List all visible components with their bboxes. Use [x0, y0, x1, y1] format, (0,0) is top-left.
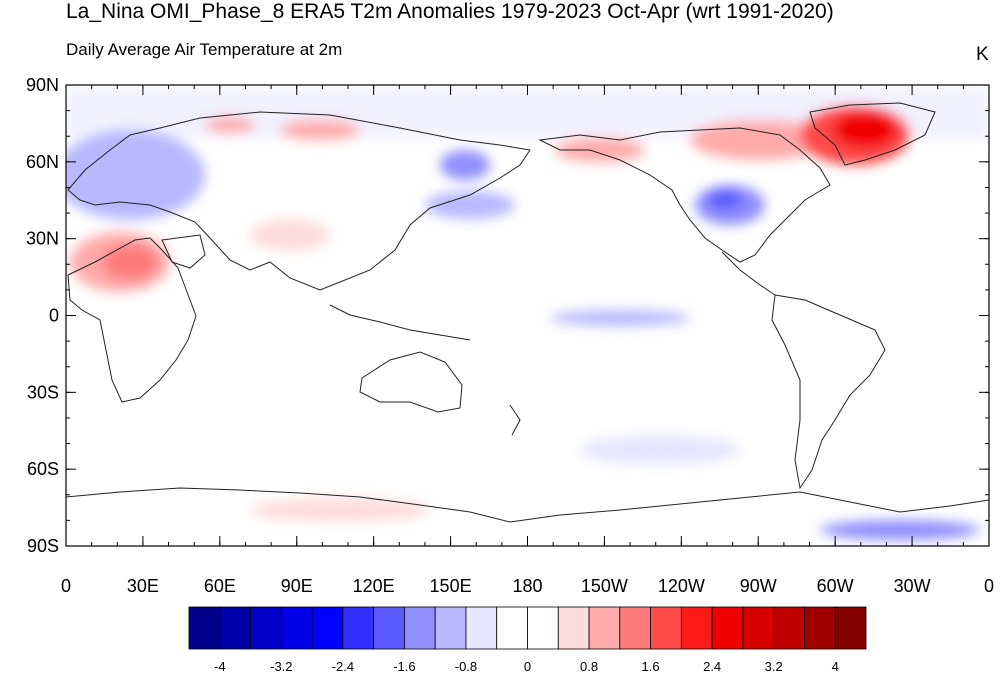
- colorbar-swatch: [219, 606, 251, 650]
- lon-label: 120E: [353, 576, 395, 596]
- arabia-coastline: [161, 234, 206, 269]
- anomaly-us-cold-core: [707, 190, 743, 210]
- lat-label: 60S: [27, 459, 59, 479]
- colorbar-swatch: [527, 606, 559, 650]
- anomaly-siberia-warm: [280, 120, 360, 140]
- lon-label: 30E: [127, 576, 159, 596]
- colorbar-label: 0: [524, 659, 531, 674]
- indonesia-coastline: [329, 304, 471, 341]
- lat-label: 60N: [26, 152, 59, 172]
- colorbar-label: 2.4: [703, 659, 721, 674]
- anomaly-europe-cold-outer: [66, 130, 205, 220]
- lat-label: 90S: [27, 536, 59, 556]
- lon-label: 30W: [894, 576, 931, 596]
- map-subtitle: Daily Average Air Temperature at 2m: [66, 40, 343, 59]
- anomaly-canada-warm-outer: [690, 120, 830, 160]
- antarctica-coastline: [66, 487, 989, 523]
- lon-label: 0: [984, 576, 994, 596]
- colorbar-swatch: [711, 606, 744, 650]
- anomaly-scandinavia-warm: [205, 117, 255, 133]
- anomaly-tibet-warm: [250, 219, 330, 251]
- north-america-coastline: [538, 127, 831, 263]
- colorbar-swatch: [742, 606, 775, 650]
- colorbar-swatch: [342, 606, 375, 650]
- lon-label: 90W: [740, 576, 777, 596]
- lon-label: 120W: [658, 576, 705, 596]
- colorbar-swatch: [557, 606, 590, 650]
- lon-label: 150E: [430, 576, 472, 596]
- anomaly-antarctic-cold: [820, 520, 980, 540]
- colorbar: [188, 606, 867, 650]
- longitude-labels: 0 30E 60E 90E 120E 150E 180 150W 120W 90W 60W 30W 0: [61, 576, 994, 596]
- lon-label: 180: [512, 576, 542, 596]
- new-zealand-coastline: [509, 404, 521, 436]
- colorbar-label: -3.2: [270, 659, 292, 674]
- colorbar-swatch: [188, 606, 221, 650]
- anomaly-sahara-warm-core: [102, 244, 158, 280]
- colorbar-swatch: [434, 606, 467, 650]
- lon-label: 60W: [817, 576, 854, 596]
- anomaly-south-pacific-cold: [580, 435, 740, 465]
- colorbar-swatch: [619, 606, 651, 650]
- eurasia-coastline: [67, 111, 531, 291]
- colorbar-label: 4: [832, 659, 839, 674]
- anomaly-east-asia-cold: [440, 150, 490, 180]
- central-america-coastline: [721, 251, 776, 296]
- anomaly-layer: [66, 88, 989, 540]
- lat-label: 30N: [26, 229, 59, 249]
- map-area: [66, 85, 989, 546]
- colorbar-label: -4: [214, 659, 226, 674]
- colorbar-label: -1.6: [393, 659, 415, 674]
- colorbar-swatch: [280, 606, 313, 650]
- lon-label: 90E: [281, 576, 313, 596]
- anomaly-north-pacific-cold: [425, 191, 515, 219]
- lat-label: 0: [49, 306, 59, 326]
- colorbar-swatch: [311, 606, 344, 650]
- africa-coastline: [67, 237, 197, 403]
- colorbar-swatch: [834, 606, 867, 650]
- colorbar-swatch: [773, 606, 805, 650]
- colorbar-label: 3.2: [765, 659, 783, 674]
- colorbar-swatch: [373, 606, 405, 650]
- colorbar-label: 1.6: [642, 659, 660, 674]
- colorbar-label: 0.8: [580, 659, 598, 674]
- colorbar-swatch: [496, 606, 528, 650]
- lon-label: 0: [61, 576, 71, 596]
- lon-label: 60E: [204, 576, 236, 596]
- colorbar-swatch: [650, 606, 682, 650]
- colorbar-label: -0.8: [455, 659, 477, 674]
- australia-coastline: [359, 351, 463, 413]
- colorbar-swatch: [465, 606, 498, 650]
- map-title: La_Nina OMI_Phase_8 ERA5 T2m Anomalies 1…: [66, 0, 834, 23]
- anomaly-equatorial-pacific-cold: [550, 310, 690, 326]
- coastlines: [66, 102, 989, 523]
- colorbar-labels: -4 -3.2 -2.4 -1.6 -0.8 0 0.8 1.6 2.4 3.2 4: [214, 659, 839, 674]
- colorbar-swatch: [804, 606, 836, 650]
- anomaly-alaska-warm: [555, 138, 645, 162]
- south-america-coastline: [771, 294, 886, 490]
- greenland-coastline: [809, 102, 936, 166]
- colorbar-swatch: [250, 606, 282, 650]
- anomaly-greenland-warm-core: [833, 112, 897, 148]
- colorbar-swatch: [404, 606, 436, 650]
- colorbar-swatch: [588, 606, 621, 650]
- lat-label: 90N: [26, 75, 59, 95]
- colorbar-label: -2.4: [332, 659, 354, 674]
- lon-label: 150W: [581, 576, 628, 596]
- colorbar-swatch: [680, 606, 713, 650]
- anomaly-southern-ocean-warm: [250, 498, 430, 522]
- lat-label: 30S: [27, 382, 59, 402]
- latitude-labels: 90N 60N 30N 0 30S 60S 90S: [26, 75, 59, 556]
- axis-ticks: [65, 84, 990, 547]
- units-label: K: [976, 44, 989, 65]
